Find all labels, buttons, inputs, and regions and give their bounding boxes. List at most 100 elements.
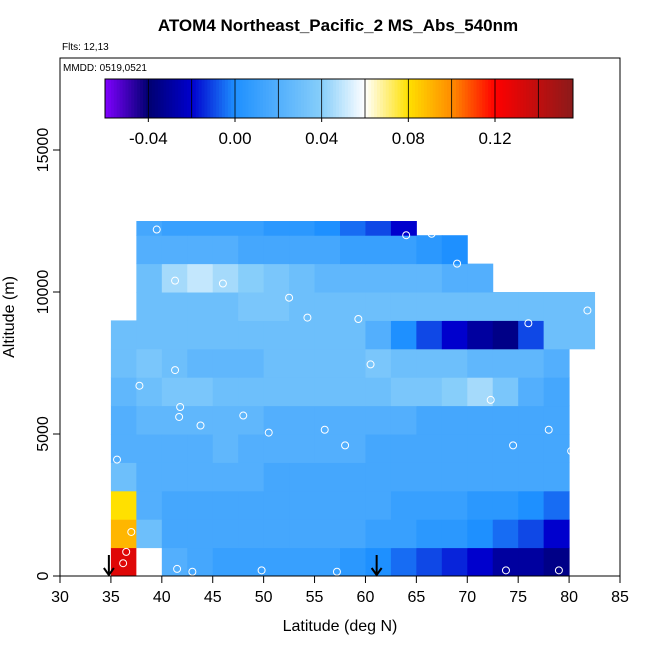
sample-point — [171, 366, 180, 375]
colorbar-swatch — [213, 79, 217, 118]
heatmap-cell — [161, 263, 188, 293]
colorbar-swatch — [257, 79, 261, 118]
colorbar-swatch — [239, 79, 243, 118]
heatmap-cell — [518, 348, 545, 378]
x-tick-label: 55 — [306, 589, 324, 606]
heatmap-cell — [314, 519, 341, 549]
colorbar-swatch — [385, 79, 390, 118]
arrow — [370, 555, 383, 577]
colorbar-swatch — [502, 79, 507, 118]
colorbar-swatch — [532, 79, 536, 118]
heatmap-cell — [365, 519, 392, 549]
heatmap-cell — [340, 377, 366, 407]
colorbar-swatch — [204, 79, 208, 118]
heatmap-cell — [365, 348, 392, 378]
x-tick-label: 65 — [407, 589, 425, 606]
heatmap-cell — [212, 235, 239, 265]
heatmap-cell — [212, 490, 239, 520]
colorbar-swatch — [289, 79, 293, 118]
colorbar-tick-label: 0.04 — [305, 129, 338, 148]
heatmap-cell — [441, 434, 468, 463]
heatmap-cell — [161, 377, 188, 407]
heatmap-cell — [543, 547, 570, 577]
heatmap-cell — [441, 235, 468, 265]
heatmap-cell — [263, 348, 290, 378]
x-tick-label: 70 — [458, 589, 476, 606]
heatmap-cell — [365, 235, 392, 265]
colorbar-swatch — [400, 79, 404, 118]
heatmap-cell — [263, 490, 290, 520]
colorbar-swatch — [546, 79, 551, 118]
heatmap-cell — [365, 405, 392, 435]
colorbar-swatch — [339, 79, 343, 118]
colorbar-swatch — [219, 79, 223, 118]
heatmap-cell — [467, 405, 494, 435]
heatmap-cell — [212, 519, 239, 549]
heatmap-cell — [314, 462, 341, 492]
colorbar-swatch — [488, 79, 492, 118]
colorbar-swatch — [143, 79, 147, 118]
sample-point — [173, 564, 182, 573]
heatmap-cell — [110, 434, 137, 463]
colorbar-swatch — [134, 79, 138, 118]
colorbar-swatch — [467, 79, 472, 118]
sample-point — [113, 455, 122, 464]
heatmap-cell — [187, 405, 214, 435]
colorbar-tick-label: -0.04 — [129, 129, 168, 148]
colorbar-swatch — [210, 79, 214, 118]
heatmap-cell — [161, 348, 188, 378]
heatmap-cell — [416, 405, 443, 435]
colorbar-swatch — [482, 79, 486, 118]
colorbar-swatch — [441, 79, 445, 118]
heatmap-cell — [238, 519, 265, 549]
heatmap-cell — [212, 434, 239, 463]
arrow-head — [370, 567, 383, 577]
x-tick-label: 30 — [51, 589, 69, 606]
heatmap-cell — [187, 263, 214, 293]
colorbar-tick-label: 0.00 — [218, 129, 251, 148]
heatmap-cell — [289, 547, 316, 577]
colorbar-swatch — [403, 79, 407, 118]
heatmap-cell — [467, 348, 494, 378]
colorbar-swatch — [330, 79, 334, 118]
heatmap-cell — [289, 405, 316, 435]
colorbar-swatch — [458, 79, 463, 118]
colorbar-swatch — [394, 79, 398, 118]
heatmap-cell — [441, 348, 468, 378]
colorbar-swatch — [233, 79, 238, 118]
y-tick-label: 15000 — [35, 128, 52, 173]
colorbar-swatch — [444, 79, 448, 118]
colorbar-swatch — [207, 79, 211, 118]
colorbar-swatch — [265, 79, 270, 118]
heatmap-cell — [187, 434, 214, 463]
colorbar-tick-label: 0.08 — [392, 129, 425, 148]
colorbar-swatch — [391, 79, 396, 118]
heatmap-cell — [136, 462, 163, 492]
colorbar-swatch — [163, 79, 167, 118]
colorbar-swatch — [494, 79, 498, 118]
colorbar-swatch — [298, 79, 302, 118]
heatmap-cell — [569, 320, 596, 350]
colorbar-swatch — [417, 79, 422, 118]
colorbar-swatch — [192, 79, 197, 118]
heatmap-cell — [340, 490, 366, 520]
heatmap-cell — [187, 377, 214, 407]
heatmap-cell — [314, 348, 341, 378]
colorbar-swatch — [365, 79, 369, 118]
heatmap-cell — [390, 348, 417, 378]
heatmap-cell — [289, 434, 316, 463]
colorbar-swatch — [145, 79, 150, 118]
colorbar-swatch — [201, 79, 205, 118]
colorbar-swatch — [543, 79, 548, 118]
colorbar-swatch — [166, 79, 170, 118]
heatmap-cell — [390, 405, 417, 435]
colorbar-swatch — [567, 79, 571, 118]
heatmap-cell — [492, 490, 519, 520]
heatmap-cell — [416, 235, 443, 265]
heatmap-cell — [314, 292, 341, 321]
colorbar-swatch — [251, 79, 255, 118]
heatmap-cell — [543, 434, 570, 463]
colorbar-swatch — [374, 79, 378, 118]
heatmap-cell — [187, 490, 214, 520]
colorbar-swatch — [353, 79, 358, 118]
